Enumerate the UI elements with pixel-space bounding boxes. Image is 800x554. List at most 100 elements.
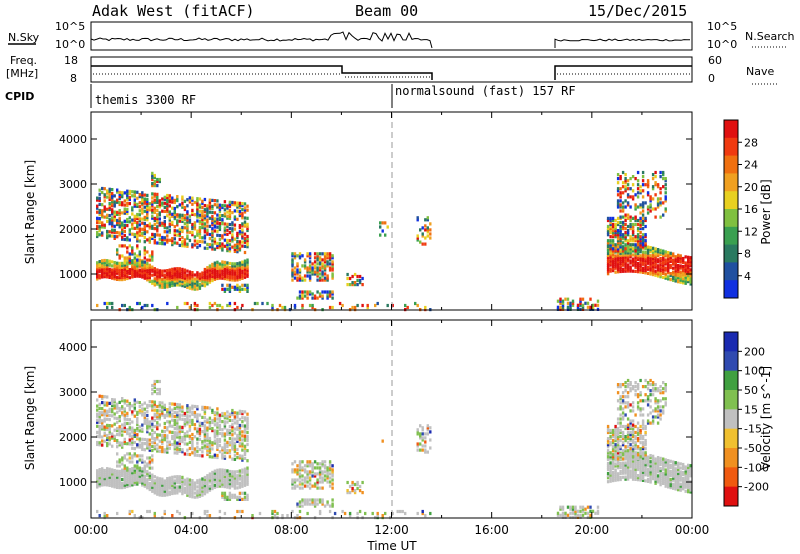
- data-cell: [206, 444, 209, 448]
- data-cell: [619, 463, 622, 467]
- data-cell: [589, 297, 592, 301]
- data-cell: [664, 187, 667, 191]
- data-cell: [621, 237, 625, 241]
- data-cell: [621, 475, 625, 479]
- data-cell: [106, 229, 109, 234]
- data-cell: [106, 467, 109, 471]
- data-cell: [166, 448, 169, 452]
- data-cell: [161, 479, 164, 483]
- data-cell: [211, 487, 214, 491]
- data-cell: [223, 444, 227, 448]
- data-cell: [183, 214, 187, 218]
- data-cell: [163, 281, 166, 285]
- data-cell: [677, 280, 680, 284]
- data-cell: [186, 283, 189, 287]
- data-cell: [168, 442, 171, 446]
- data-cell: [419, 424, 422, 428]
- data-cell: [659, 477, 662, 481]
- data-cell: [166, 273, 169, 277]
- data-cell: [158, 179, 161, 184]
- data-cell: [616, 220, 620, 225]
- data-cell: [193, 221, 197, 225]
- data-cell: [662, 257, 665, 261]
- data-cell: [213, 203, 217, 207]
- data-cell: [118, 221, 121, 225]
- data-cell: [609, 430, 612, 435]
- data-cell: [233, 203, 237, 207]
- data-cell: [206, 218, 209, 222]
- data-cell: [203, 492, 207, 496]
- data-cell: [621, 235, 625, 239]
- data-cell: [203, 197, 207, 202]
- data-cell: [128, 252, 131, 256]
- data-cell: [153, 481, 156, 485]
- data-cell: [141, 211, 144, 215]
- data-cell: [243, 418, 247, 422]
- data-cell: [108, 230, 111, 234]
- data-cell: [626, 201, 630, 205]
- data-cell: [208, 445, 212, 449]
- data-cell: [318, 256, 322, 260]
- data-cell: [416, 428, 419, 432]
- data-cell: [606, 465, 610, 470]
- data-cell: [687, 255, 690, 259]
- data-cell: [218, 482, 222, 486]
- data-cell: [208, 486, 212, 490]
- data-cell: [113, 269, 116, 273]
- data-cell: [168, 410, 171, 414]
- power-x-ticks: [90, 112, 693, 310]
- data-cell: [181, 440, 184, 444]
- data-cell: [238, 285, 242, 289]
- data-cell: [682, 269, 685, 273]
- data-cell: [318, 278, 322, 282]
- data-cell: [298, 462, 302, 466]
- data-cell: [126, 270, 129, 274]
- data-cell: [173, 475, 176, 479]
- data-cell: [614, 439, 617, 443]
- data-cell: [331, 468, 334, 472]
- data-cell: [351, 281, 354, 285]
- data-cell: [126, 209, 129, 213]
- data-cell: [621, 461, 625, 465]
- data-cell: [191, 445, 194, 449]
- data-cell: [123, 464, 126, 468]
- data-cell: [296, 484, 299, 488]
- data-cell: [211, 274, 214, 279]
- data-cell: [133, 454, 136, 458]
- data-cell: [123, 209, 126, 213]
- data-cell: [198, 276, 202, 280]
- data-cell: [216, 472, 219, 476]
- data-cell: [639, 237, 642, 241]
- data-cell: [113, 204, 116, 208]
- data-cell: [662, 467, 665, 471]
- data-cell: [101, 419, 104, 423]
- data-cell: [151, 404, 154, 408]
- data-cell: [677, 467, 680, 471]
- data-cell: [123, 456, 126, 460]
- data-cell: [323, 460, 327, 464]
- data-cell: [148, 422, 151, 426]
- data-cell: [243, 456, 247, 460]
- data-cell: [153, 381, 156, 386]
- data-cell: [213, 439, 217, 443]
- data-cell: [639, 258, 642, 262]
- data-cell: [208, 216, 212, 220]
- data-cell: [191, 233, 194, 237]
- data-cell: [298, 504, 302, 508]
- data-cell: [609, 245, 612, 249]
- data-cell: [316, 254, 319, 258]
- data-cell: [677, 257, 680, 261]
- data-cell: [191, 491, 194, 495]
- data-cell: [126, 193, 129, 197]
- data-cell: [113, 267, 116, 271]
- data-cell: [176, 481, 179, 485]
- data-cell: [586, 301, 590, 305]
- data-cell: [96, 440, 99, 445]
- data-cell: [328, 266, 332, 270]
- data-cell: [136, 231, 139, 235]
- data-cell: [616, 466, 620, 470]
- data-cell: [141, 233, 144, 237]
- data-cell: [624, 243, 627, 247]
- data-cell: [682, 260, 685, 265]
- data-cell: [416, 216, 419, 220]
